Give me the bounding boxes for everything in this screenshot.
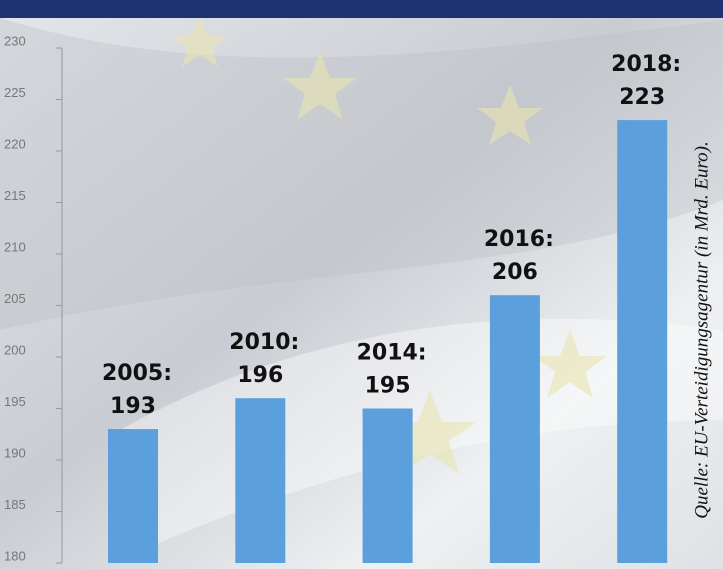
bar — [617, 120, 667, 563]
y-tick-label: 215 — [4, 188, 26, 203]
category-label: 2018: — [611, 52, 681, 77]
value-label: 223 — [619, 85, 665, 110]
y-tick-label: 210 — [4, 239, 26, 254]
value-label: 193 — [110, 394, 156, 419]
y-tick-label: 225 — [4, 85, 26, 100]
bar — [235, 398, 285, 563]
category-label: 2005: — [102, 361, 172, 386]
bar — [108, 429, 158, 563]
y-tick-label: 195 — [4, 394, 26, 409]
category-label: 2010: — [229, 330, 299, 355]
value-label: 195 — [365, 374, 411, 399]
y-tick-label: 205 — [4, 291, 26, 306]
top-band — [0, 0, 723, 18]
source-note: Quelle: EU-Verteidigungsagentur (in Mrd.… — [691, 141, 712, 518]
bar — [363, 409, 413, 564]
y-tick-label: 220 — [4, 136, 26, 151]
bar — [490, 295, 540, 563]
y-tick-label: 185 — [4, 497, 26, 512]
category-label: 2016: — [484, 227, 554, 252]
y-tick-label: 180 — [4, 548, 26, 563]
category-label: 2014: — [357, 341, 427, 366]
chart: Quelle: EU-Verteidigungsagentur (in Mrd.… — [0, 0, 723, 569]
value-label: 196 — [237, 363, 283, 388]
y-tick-label: 190 — [4, 445, 26, 460]
value-label: 206 — [492, 260, 538, 285]
y-tick-label: 200 — [4, 342, 26, 357]
y-tick-label: 230 — [4, 33, 26, 48]
